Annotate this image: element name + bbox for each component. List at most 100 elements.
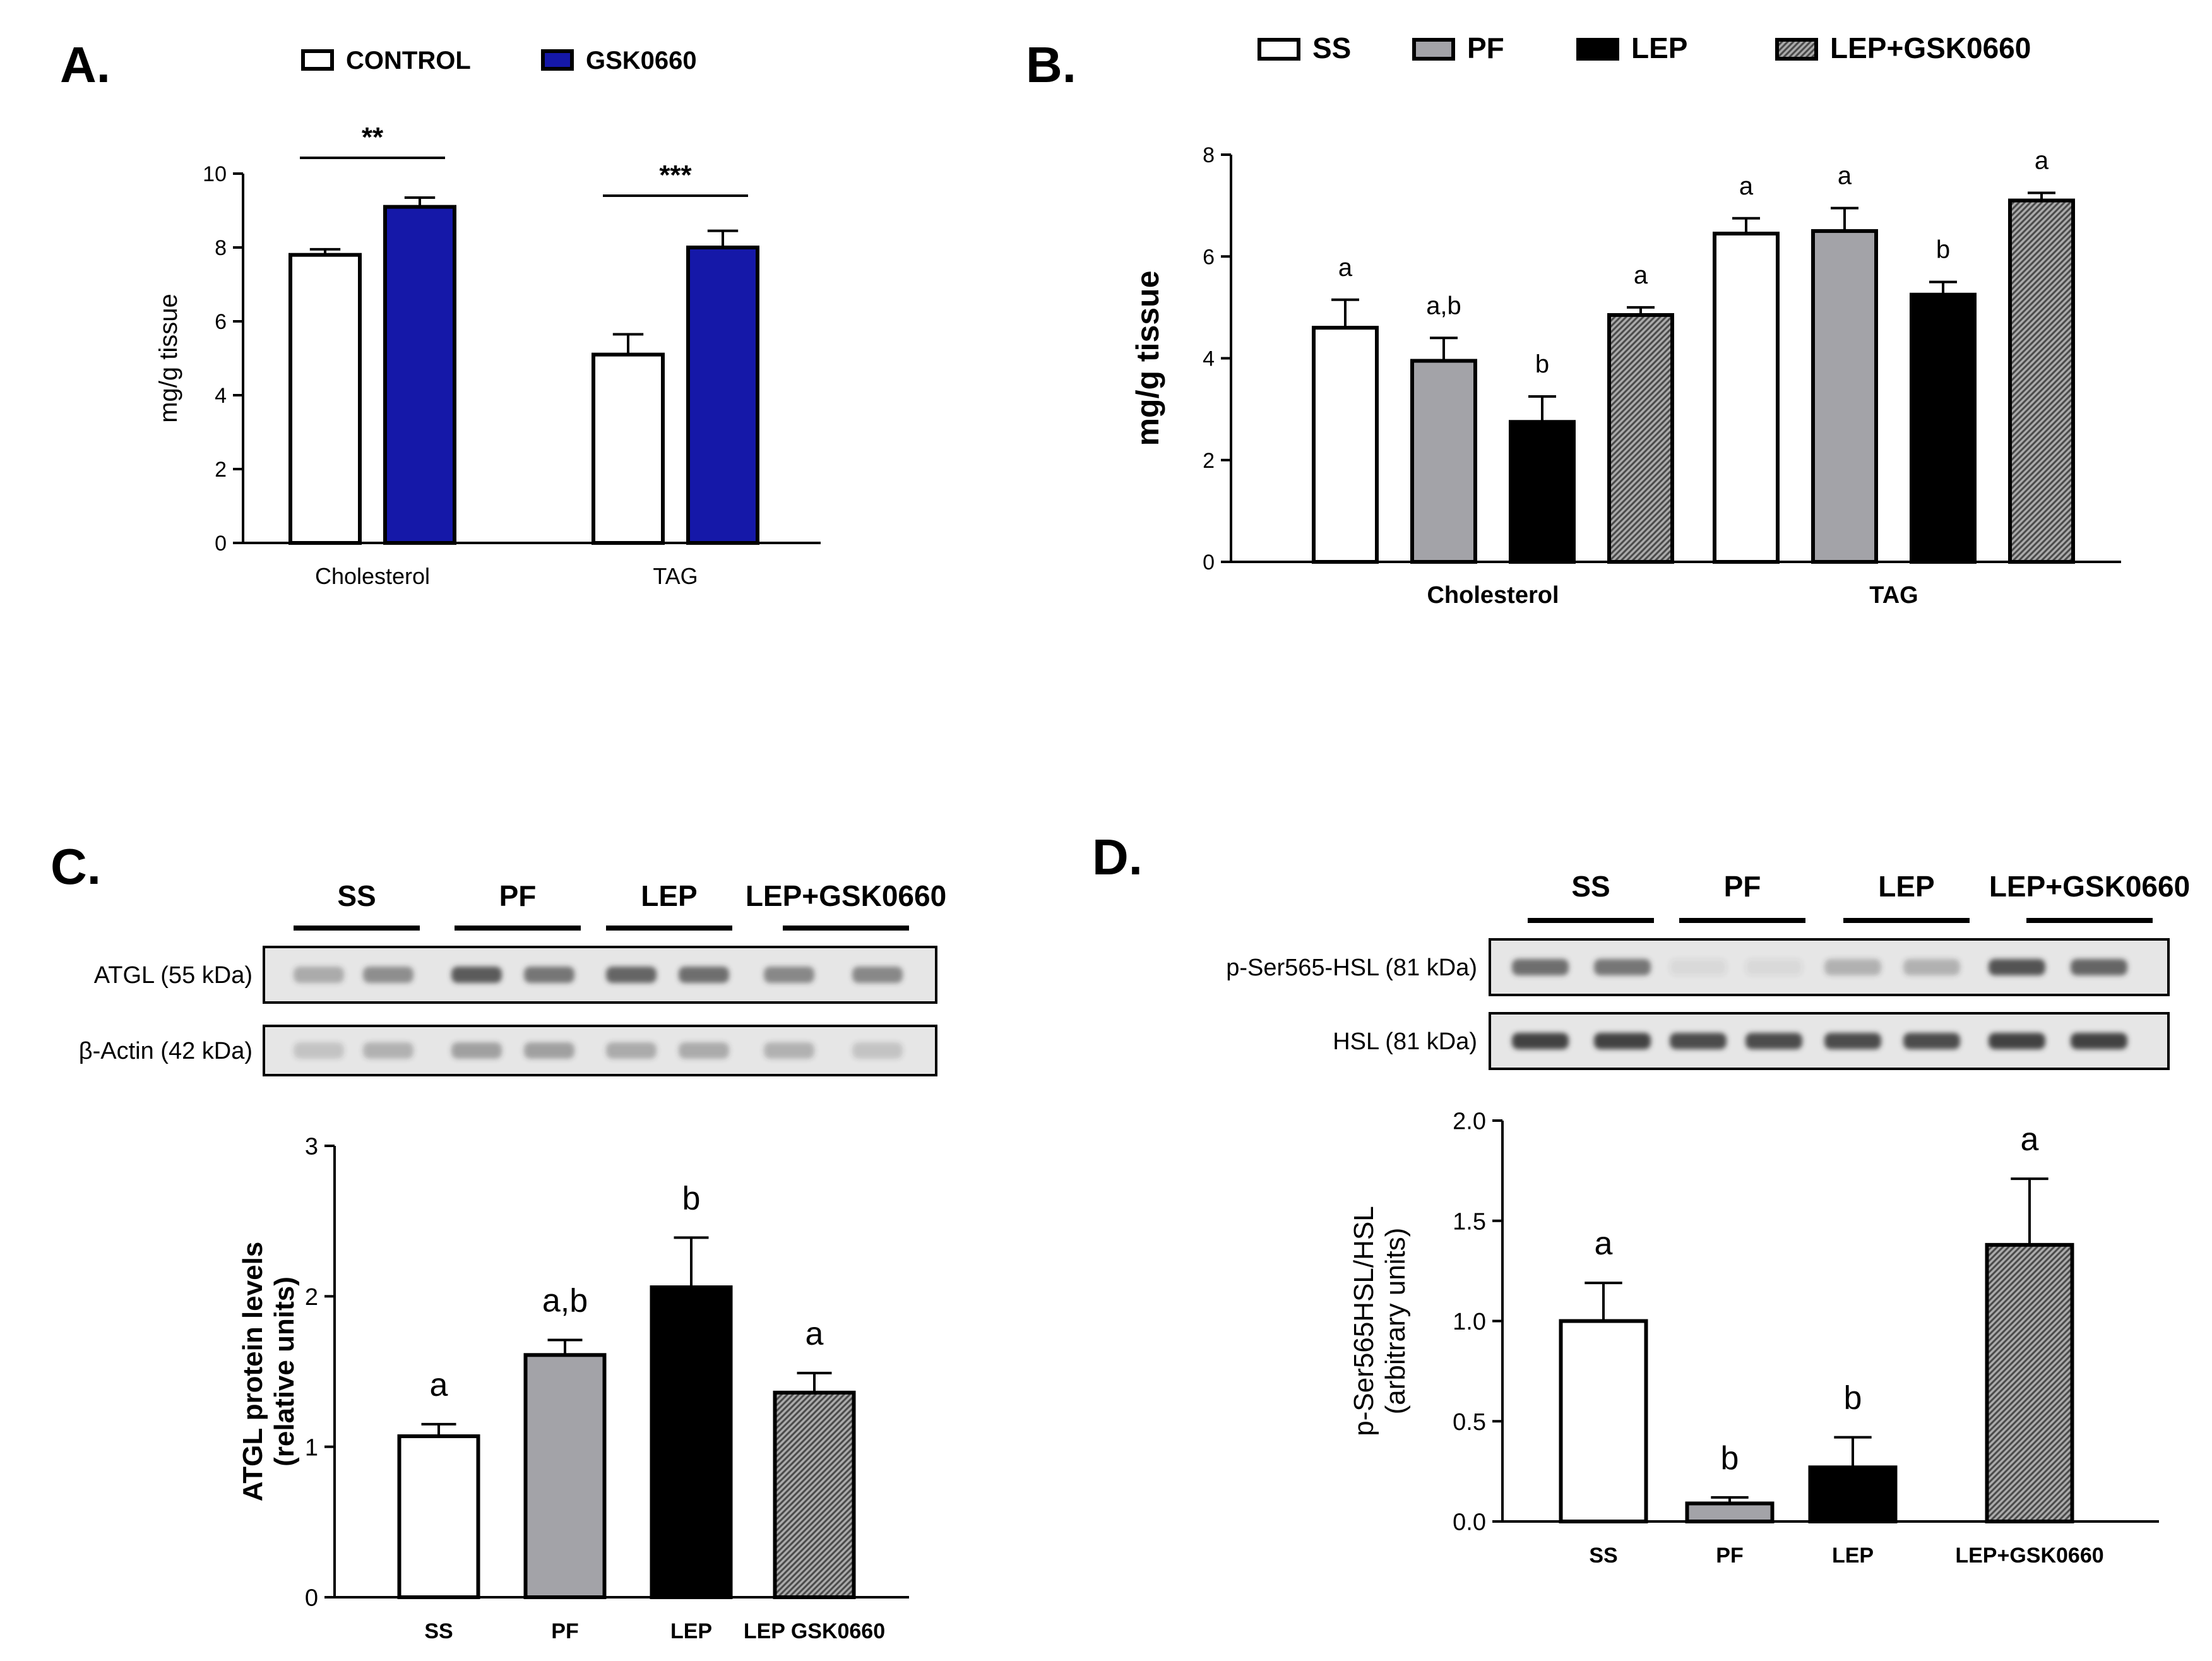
bar bbox=[1410, 359, 1477, 564]
legend-entry: PF bbox=[1467, 32, 1504, 64]
bar bbox=[1509, 420, 1576, 564]
significance-letter: a bbox=[2035, 146, 2049, 174]
y-axis-label: p-Ser565HSL/HSL(arbitrary units) bbox=[1348, 1206, 1411, 1436]
bar bbox=[1910, 292, 1977, 564]
significance-letter: a bbox=[2021, 1121, 2039, 1158]
significance-letter: a,b bbox=[1426, 292, 1461, 319]
blot-band bbox=[1903, 959, 1960, 975]
blot-band bbox=[1903, 1033, 1960, 1049]
y-tick-label: 6 bbox=[215, 310, 227, 334]
bar bbox=[523, 1353, 607, 1600]
blot-band bbox=[764, 967, 814, 983]
x-category-label: LEP+GSK0660 bbox=[1955, 1544, 2103, 1568]
legend-swatch bbox=[1775, 38, 1818, 61]
y-axis-label-line: p-Ser565HSL/HSL bbox=[1348, 1206, 1379, 1436]
chart-d: 0.0 0.5 1.0 1.5 2.0 p-Ser565HSL/HSL(arbitrary… bbox=[1348, 1109, 2159, 1568]
significance-letter: a,b bbox=[542, 1282, 588, 1319]
blot-band bbox=[524, 967, 574, 983]
legend-entry: LEP bbox=[1631, 32, 1687, 64]
x-category-label: TAG bbox=[653, 563, 698, 589]
blot-band bbox=[1670, 1033, 1727, 1049]
blot-band bbox=[2071, 1033, 2127, 1049]
blot-group-label: LEP+GSK0660 bbox=[746, 879, 946, 912]
blot-band bbox=[2071, 959, 2127, 975]
y-tick-label: 2 bbox=[1203, 449, 1215, 473]
blot-band bbox=[1989, 1033, 2045, 1049]
y-tick-label: 0 bbox=[305, 1585, 318, 1612]
legend-swatch bbox=[1258, 38, 1300, 61]
significance-letter: b bbox=[1936, 236, 1950, 264]
legend-entry: CONTROL bbox=[346, 47, 471, 74]
bar bbox=[1808, 1465, 1898, 1523]
y-tick-label: 2.0 bbox=[1453, 1109, 1486, 1135]
bar bbox=[1685, 1501, 1775, 1524]
bar bbox=[397, 1434, 480, 1600]
y-axis-label: mg/g tissue bbox=[155, 294, 182, 423]
x-category-label: LEP bbox=[1832, 1544, 1874, 1568]
blot-band bbox=[764, 1042, 814, 1059]
blot-band bbox=[1512, 959, 1569, 975]
blot-band bbox=[1594, 1033, 1651, 1049]
y-tick-label: 6 bbox=[1203, 245, 1215, 269]
bar bbox=[383, 205, 456, 545]
significance-letter: a bbox=[1838, 162, 1852, 190]
y-tick-label: 1.0 bbox=[1453, 1309, 1486, 1335]
significance-letter: b bbox=[1844, 1380, 1862, 1417]
x-category-label: LEP GSK0660 bbox=[744, 1619, 885, 1643]
blot-band bbox=[294, 967, 344, 983]
blot-band bbox=[294, 1042, 344, 1059]
bar bbox=[650, 1285, 733, 1599]
blot-group-label: SS bbox=[337, 879, 376, 912]
y-tick-label: 2 bbox=[305, 1284, 318, 1311]
panel-label-b: B. bbox=[1026, 37, 1076, 93]
blot-group-label: PF bbox=[1724, 870, 1761, 903]
blot-group-label: LEP bbox=[641, 879, 697, 912]
blot-band bbox=[1745, 1033, 1802, 1049]
western-blot-c: SS PF LEP LEP+GSK0660 ATGL (55 kDa) β-Actin (… bbox=[79, 879, 946, 1076]
blot-row-label: β-Actin (42 kDa) bbox=[79, 1038, 253, 1064]
bar bbox=[592, 352, 665, 545]
legend-swatch bbox=[1576, 38, 1619, 61]
y-tick-label: 0 bbox=[215, 532, 227, 556]
significance-letter: a bbox=[430, 1367, 448, 1403]
blot-group-label: SS bbox=[1571, 870, 1610, 903]
y-tick-label: 0.5 bbox=[1453, 1409, 1486, 1436]
y-tick-label: 4 bbox=[215, 384, 227, 408]
panel-label-c: C. bbox=[51, 838, 101, 895]
legend-swatch bbox=[1412, 38, 1455, 61]
legend-swatch bbox=[301, 49, 334, 71]
western-blot-d: SS PF LEP LEP+GSK0660 p-Ser565-HSL (81 kDa) H… bbox=[1226, 870, 2190, 1070]
bar bbox=[1312, 326, 1379, 564]
bar bbox=[686, 246, 759, 545]
significance-letter: a bbox=[1338, 254, 1353, 282]
blot-band bbox=[1594, 959, 1651, 975]
blot-row-label: p-Ser565-HSL (81 kDa) bbox=[1226, 955, 1477, 981]
blot-band bbox=[1512, 1033, 1569, 1049]
blot-band bbox=[606, 1042, 657, 1059]
blot-row-label: HSL (81 kDa) bbox=[1333, 1028, 1477, 1055]
blot-band bbox=[679, 967, 729, 983]
y-tick-label: 2 bbox=[215, 458, 227, 482]
x-category-label: SS bbox=[1589, 1544, 1617, 1568]
blot-band bbox=[363, 967, 413, 983]
significance-stars: *** bbox=[659, 160, 692, 191]
blot-band bbox=[1745, 959, 1802, 975]
blot-band bbox=[1989, 959, 2045, 975]
y-axis-label: ATGL protein levels(relative units) bbox=[237, 1242, 300, 1502]
panel-label-a: A. bbox=[60, 37, 110, 93]
blot-band bbox=[524, 1042, 574, 1059]
x-category-label: PF bbox=[551, 1619, 578, 1643]
x-category-label: LEP bbox=[670, 1619, 712, 1643]
blot-row-label: ATGL (55 kDa) bbox=[94, 962, 253, 989]
y-tick-label: 1.5 bbox=[1453, 1208, 1486, 1235]
y-tick-label: 0.0 bbox=[1453, 1509, 1486, 1536]
bar bbox=[1811, 229, 1878, 564]
bar bbox=[1607, 313, 1674, 564]
blot-group-label: LEP bbox=[1878, 870, 1934, 903]
y-tick-label: 1 bbox=[305, 1434, 318, 1461]
significance-letter: a bbox=[1634, 261, 1648, 289]
x-category-label: PF bbox=[1716, 1544, 1743, 1568]
chart-c: 0 1 2 3 ATGL protein levels(relative units) a… bbox=[237, 1134, 909, 1643]
significance-letter: b bbox=[682, 1180, 701, 1217]
blot-band bbox=[679, 1042, 729, 1059]
